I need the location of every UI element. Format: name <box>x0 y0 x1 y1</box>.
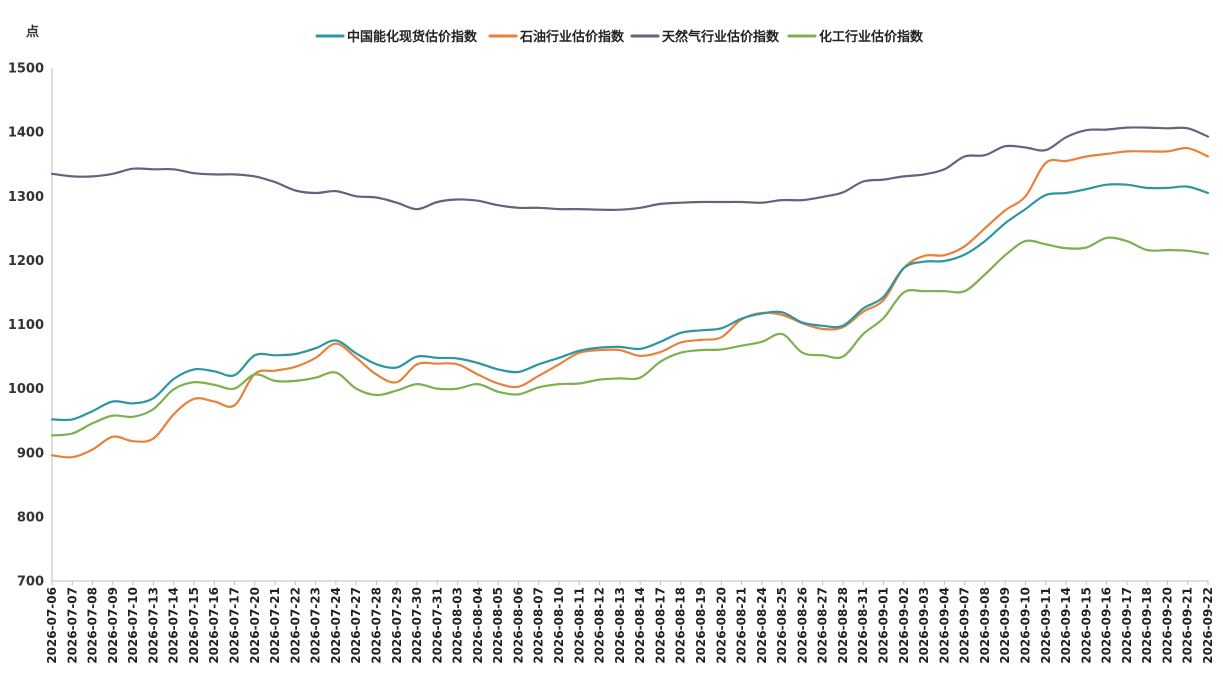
x-tick-label: 2026-09-22 <box>1201 587 1215 664</box>
x-tick-label: 2026-07-27 <box>349 587 363 664</box>
x-tick-label: 2026-09-02 <box>897 587 911 664</box>
x-tick-label: 2026-08-14 <box>633 587 647 664</box>
x-tick-label: 2026-08-17 <box>653 587 667 664</box>
series-lines <box>50 126 1210 459</box>
legend-label-0: 中国能化现货估价指数 <box>347 29 478 45</box>
x-tick-label: 2026-07-31 <box>430 587 444 664</box>
x-tick-label: 2026-07-06 <box>45 587 59 664</box>
y-tick-label: 700 <box>17 575 44 590</box>
x-tick-label: 2026-08-25 <box>775 587 789 664</box>
y-tick-label: 1300 <box>8 190 44 205</box>
x-tick-label: 2026-08-10 <box>552 587 566 664</box>
y-tick-label: 1200 <box>8 254 44 269</box>
x-tick-label: 2026-09-17 <box>1120 587 1134 664</box>
x-tick-label: 2026-07-08 <box>86 587 100 664</box>
x-tick-label: 2026-07-24 <box>329 587 343 664</box>
series-line-0 <box>50 183 1210 422</box>
x-tick-label: 2026-07-22 <box>288 587 302 664</box>
x-tick-label: 2026-08-12 <box>593 587 607 664</box>
x-tick-label: 2026-08-04 <box>471 587 485 664</box>
x-tick-label: 2026-07-30 <box>410 587 424 664</box>
x-tick-label: 2026-08-07 <box>532 587 546 664</box>
x-tick-label: 2026-09-18 <box>1140 587 1154 664</box>
y-axis-label: 点 <box>26 24 39 40</box>
x-tick-label: 2026-08-18 <box>674 587 688 664</box>
x-tick-label: 2026-07-10 <box>126 587 140 664</box>
y-tick-label: 800 <box>17 510 44 525</box>
x-tick-label: 2026-07-29 <box>390 587 404 664</box>
x-tick-label: 2026-08-21 <box>735 587 749 664</box>
y-axis-ticks: 700 800 900 1000 1100 1200 1300 1400 1500 <box>8 62 44 590</box>
x-tick-label: 2026-09-04 <box>937 587 951 664</box>
y-tick-label: 900 <box>17 446 44 461</box>
x-tick-label: 2026-09-11 <box>1039 587 1053 664</box>
x-tick-label: 2026-08-31 <box>856 587 870 664</box>
legend-label-2: 天然气行业估价指数 <box>662 29 780 45</box>
x-tick-label: 2026-09-01 <box>877 587 891 664</box>
x-tick-label: 2026-07-20 <box>248 587 262 664</box>
x-tick-label: 2026-09-09 <box>998 587 1012 664</box>
x-tick-label: 2026-09-03 <box>917 587 931 664</box>
x-tick-label: 2026-07-16 <box>207 587 221 664</box>
series-line-3 <box>50 236 1210 437</box>
x-tick-label: 2026-07-28 <box>369 587 383 664</box>
y-tick-label: 1500 <box>8 62 44 77</box>
series-line-2 <box>50 126 1210 211</box>
x-tick-label: 2026-09-16 <box>1100 587 1114 664</box>
x-tick-label: 2026-07-15 <box>187 587 201 664</box>
y-tick-label: 1000 <box>8 382 44 397</box>
x-tick-label: 2026-07-23 <box>309 587 323 664</box>
x-tick-label: 2026-09-07 <box>958 587 972 664</box>
x-tick-label: 2026-08-27 <box>816 587 830 664</box>
legend-label-3: 化工行业估价指数 <box>819 29 924 45</box>
x-tick-label: 2026-09-15 <box>1079 587 1093 664</box>
series-line-1 <box>50 146 1210 459</box>
x-tick-label: 2026-08-24 <box>755 587 769 664</box>
x-tick-label: 2026-09-21 <box>1181 587 1195 664</box>
x-tick-label: 2026-09-14 <box>1059 587 1073 664</box>
x-tick-label: 2026-07-17 <box>228 587 242 664</box>
x-tick-label: 2026-08-06 <box>511 587 525 664</box>
legend: 中国能化现货估价指数 石油行业估价指数 天然气行业估价指数 化工行业估价指数 <box>315 29 924 45</box>
x-tick-label: 2026-08-05 <box>491 587 505 664</box>
x-tick-label: 2026-09-08 <box>978 587 992 664</box>
x-tick-label: 2026-07-09 <box>106 587 120 664</box>
x-tick-label: 2026-07-21 <box>268 587 282 664</box>
x-tick-label: 2026-07-07 <box>65 587 79 664</box>
x-axis-ticks: 2026-07-06 2026-07-07 2026-07-08 2026-07-09… <box>45 581 1215 664</box>
x-tick-label: 2026-08-19 <box>694 587 708 664</box>
x-tick-label: 2026-08-11 <box>572 587 586 664</box>
x-tick-label: 2026-08-03 <box>451 587 465 664</box>
x-tick-label: 2026-09-20 <box>1160 587 1174 664</box>
x-tick-label: 2026-08-13 <box>613 587 627 664</box>
y-tick-label: 1100 <box>8 318 44 333</box>
x-tick-label: 2026-08-28 <box>836 587 850 664</box>
legend-label-1: 石油行业估价指数 <box>519 29 625 45</box>
x-tick-label: 2026-07-14 <box>167 587 181 664</box>
x-tick-label: 2026-08-20 <box>714 587 728 664</box>
x-tick-label: 2026-08-26 <box>795 587 809 664</box>
x-tick-label: 2026-07-13 <box>146 587 160 664</box>
x-tick-label: 2026-09-10 <box>1018 587 1032 664</box>
y-tick-label: 1400 <box>8 126 44 141</box>
